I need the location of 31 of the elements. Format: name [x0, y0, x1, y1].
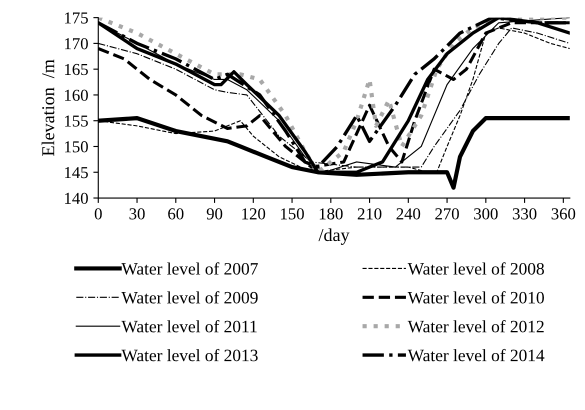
x-tick-label: 360 [552, 208, 576, 220]
x-tick-label: 60 [168, 208, 184, 220]
legend-label: Water level of 2008 [408, 262, 544, 275]
y-tick-label: 170 [65, 38, 88, 50]
y-tick-label: 165 [65, 64, 88, 76]
x-tick-label: 90 [206, 208, 222, 220]
y-tick-label: 140 [65, 192, 88, 204]
y-axis-title: Elevation /m [42, 59, 54, 156]
y-tick-label: 155 [65, 115, 88, 127]
legend-label: Water level of 2013 [121, 348, 258, 362]
x-tick-label: 30 [130, 208, 145, 220]
x-tick-label: 180 [320, 208, 343, 220]
legend-label: Water level of 2014 [408, 348, 544, 362]
legend-label: Water level of 2011 [121, 320, 257, 333]
y-tick-label: 150 [65, 141, 88, 152]
x-tick-label: 210 [358, 208, 382, 220]
x-tick-label: 330 [512, 208, 536, 220]
legend-label: Water level of 2009 [121, 291, 258, 304]
y-tick-label: 145 [65, 167, 88, 178]
x-tick-label: 270 [435, 208, 459, 220]
legend-label: Water level of 2007 [121, 262, 258, 275]
x-tick-label: 300 [474, 208, 498, 220]
x-tick-label: 0 [94, 208, 102, 220]
legend-label: Water level of 2012 [408, 320, 544, 333]
x-tick-label: 120 [242, 208, 266, 220]
legend-label: Water level of 2010 [408, 291, 544, 304]
x-tick-label: 240 [396, 208, 420, 220]
y-tick-label: 160 [65, 90, 88, 101]
y-tick-label: 175 [65, 12, 88, 24]
x-axis-title: /day [318, 228, 350, 245]
x-tick-label: 150 [281, 208, 304, 220]
